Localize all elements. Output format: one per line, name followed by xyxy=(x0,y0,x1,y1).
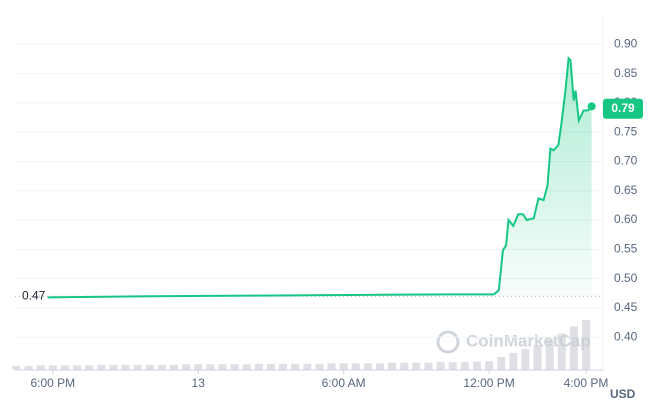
y-tick-label: 0.45 xyxy=(614,300,638,314)
volume-bar xyxy=(36,365,45,370)
volume-bar xyxy=(60,365,69,370)
price-line xyxy=(47,56,593,299)
volume-bar xyxy=(145,364,154,370)
volume-bar xyxy=(242,364,251,370)
area xyxy=(47,58,592,298)
volume-bar xyxy=(351,363,360,370)
y-tick-label: 0.85 xyxy=(614,66,638,80)
volume-bar xyxy=(569,326,578,370)
x-tick-label: 13 xyxy=(192,376,206,390)
volume-bar xyxy=(291,363,300,370)
volume-bar xyxy=(460,362,469,370)
volume-bar xyxy=(182,364,191,370)
volume-bar xyxy=(521,349,530,370)
volume-bar xyxy=(363,363,372,370)
volume-bar xyxy=(230,364,239,370)
volume-bar xyxy=(533,345,542,370)
volume-bar xyxy=(315,363,324,370)
volume-bar xyxy=(448,362,457,370)
volume-bar xyxy=(472,361,481,370)
volume-bar xyxy=(24,365,33,370)
y-tick-label: 0.65 xyxy=(614,183,638,197)
y-tick-label: 0.60 xyxy=(614,212,638,226)
price-tag xyxy=(603,98,643,119)
volume-bar xyxy=(388,362,397,370)
volume-bar xyxy=(169,364,178,370)
x-tick-label: 6:00 PM xyxy=(30,376,75,390)
y-tick-label: 0.50 xyxy=(614,271,638,285)
volume-bar xyxy=(109,364,118,370)
volume-bar xyxy=(85,365,94,370)
price-tag-label: 0.79 xyxy=(611,101,635,115)
currency: USD xyxy=(610,387,636,401)
volume-bar xyxy=(133,364,142,370)
y-tick-label: 0.75 xyxy=(614,124,638,138)
volume-bar xyxy=(557,333,566,370)
y-tick-label: 0.90 xyxy=(614,36,638,50)
x-tick-label: 12:00 PM xyxy=(463,376,514,390)
watermark-logo xyxy=(436,330,460,354)
volume-bar xyxy=(303,363,312,370)
volume-bar xyxy=(97,364,106,370)
x-tick-label: 6:00 AM xyxy=(322,376,366,390)
volume-bar xyxy=(121,364,130,370)
volume-bar xyxy=(545,339,554,370)
volume-bar xyxy=(218,364,227,370)
volume-bar xyxy=(279,363,288,370)
volume-bar xyxy=(206,364,215,370)
volume-bar xyxy=(424,362,433,370)
volume-bar xyxy=(485,361,494,370)
volume-bar xyxy=(339,363,348,370)
open-price-label: 0.47 xyxy=(22,288,46,302)
volume-bar xyxy=(194,364,203,370)
volume-bar xyxy=(400,362,409,370)
volume-bar xyxy=(509,352,518,370)
volume-bar xyxy=(266,363,275,370)
volume-bar xyxy=(412,362,421,370)
volume-bar xyxy=(157,364,166,370)
volume-bar xyxy=(582,320,591,370)
y-tick-label: 0.40 xyxy=(614,329,638,343)
volume-bar xyxy=(497,357,506,370)
volume-bar xyxy=(376,363,385,370)
volume-bar xyxy=(48,365,57,370)
volume-bar xyxy=(73,365,82,370)
volume-bar xyxy=(327,363,336,370)
last-point xyxy=(587,102,596,111)
volume-bar xyxy=(12,365,21,370)
x-tick-label: 4:00 PM xyxy=(564,376,609,390)
volume-bar xyxy=(254,363,263,370)
y-tick-label: 0.55 xyxy=(614,241,638,255)
y-tick-label: 0.70 xyxy=(614,154,638,168)
volume-bar xyxy=(436,362,445,370)
